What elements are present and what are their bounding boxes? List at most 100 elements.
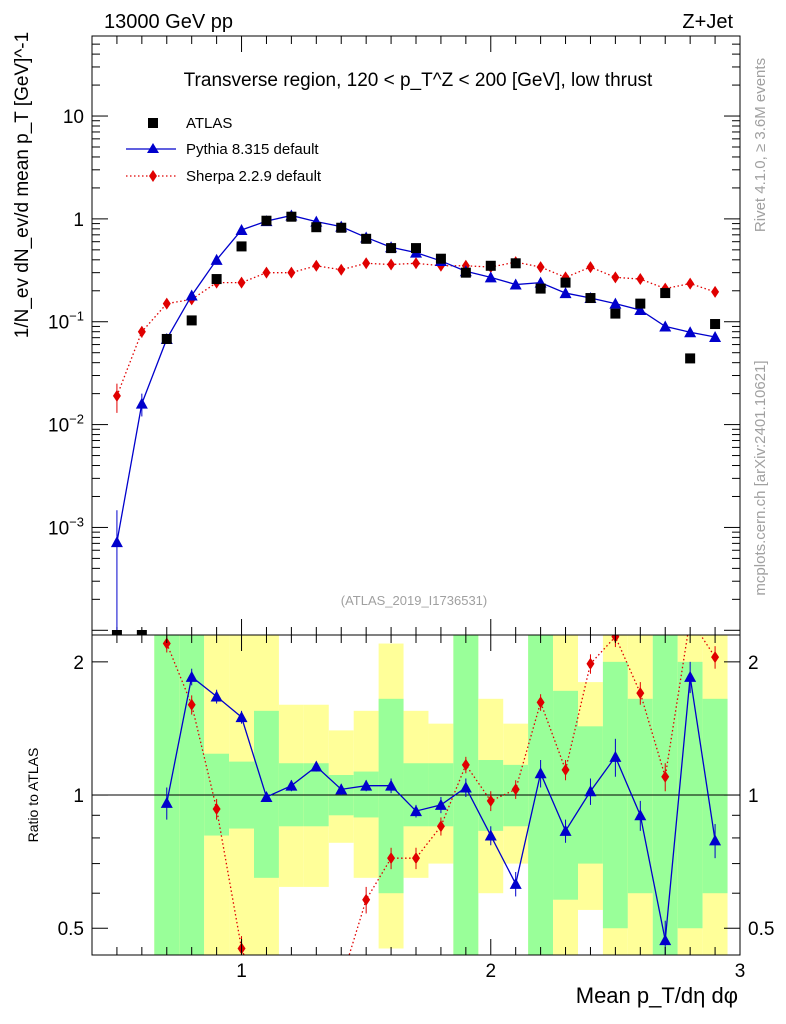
main-y-tick-label: 10 [63,107,84,128]
sherpa-ratio-point [362,893,371,906]
atlas-data-point [161,333,172,344]
ratio-x-tick-label: 2 [485,961,496,982]
sherpa-ratio-point [711,651,720,664]
main-axes: 10−3 10−2 10−1 1 10 [48,35,740,635]
atlas-data-point [435,253,446,264]
ratio-y-tick-label-right: 0.5 [748,919,774,940]
ratio-x-tick-label: 1 [236,961,247,982]
sherpa-ratio-point [337,975,345,987]
sherpa-main-point [137,325,146,338]
process-label: Z+Jet [682,11,733,33]
main-title: Transverse region, 120 < p_T^Z < 200 [Ge… [184,70,653,91]
ratio-y-tick-label: 0.5 [58,919,84,940]
atlas-data-point [610,308,621,319]
ratio-band-inner [528,635,554,955]
legend-pythia-label: Pythia 8.315 default [186,141,319,158]
sherpa-main-point [262,266,271,279]
atlas-data-point [460,267,471,278]
atlas-data-point [635,298,646,309]
atlas-data-point [386,243,397,254]
sherpa-main-point [112,389,121,402]
pythia-ratio-point [160,796,173,808]
ratio-y-tick-label-right: 2 [748,653,759,674]
atlas-data-point [111,630,122,635]
legend-sherpa-marker [149,170,157,182]
pythia-ratio-point [509,877,522,889]
pythia-main-point [709,331,722,343]
main-y-axis-label: 1/N_ev dN_ev/d mean p_T [GeV]^-1 [12,32,33,338]
ratio-band-inner [179,635,205,955]
pythia-main-point [185,289,198,301]
ratio-y-axis-label: Ratio to ATLAS [25,748,41,843]
pythia-ratio-point [260,790,273,802]
atlas-data-point [311,222,322,233]
legend-sherpa-label: Sherpa 2.2.9 default [186,168,322,185]
main-y-tick-label: 10−2 [48,412,84,437]
atlas-data-point [411,243,421,254]
pythia-ratio-point [335,783,348,795]
sherpa-ratio-point [636,687,645,700]
pythia-ratio-point [360,779,373,791]
pythia-ratio-point [434,798,447,810]
pythia-main-point [559,287,572,299]
sherpa-main-point [287,266,296,279]
atlas-data-point [261,215,272,226]
sherpa-main-point [312,259,321,272]
legend-atlas-label: ATLAS [186,115,232,132]
pythia-ratio-point [559,824,572,836]
pythia-ratio-point [410,805,422,817]
sherpa-ratio-point [661,770,670,783]
pythia-main-point [609,297,622,309]
sherpa-ratio-point [461,758,470,771]
atlas-data-point [186,315,197,326]
pythia-ratio-point [185,670,198,682]
sherpa-ratio-point [312,965,320,977]
pythia-main-point [110,536,123,548]
sherpa-ratio-point [187,698,196,711]
ratio-band-inner [702,698,728,894]
legend-pythia-marker [147,143,159,153]
atlas-data-point [685,353,696,364]
legend-entry-atlas: ATLAS [148,115,232,132]
sherpa-ratio-point [561,763,570,776]
ratio-y-tick-label-right: 1 [748,786,759,807]
legend-atlas-marker [148,118,158,128]
sherpa-ratio-point [162,637,171,650]
sherpa-main-point [337,263,346,276]
pythia-main-point [235,223,248,235]
sherpa-ratio-point [436,820,445,833]
pythia-ratio-point [459,781,472,793]
atlas-data-point [211,274,222,285]
sherpa-main-point [711,285,720,298]
ratio-band-inner [453,635,479,955]
pythia-ratio-point [310,760,323,772]
sherpa-main-point [611,271,620,284]
ratio-y-tick-label: 1 [73,786,84,807]
pythia-ratio-point [684,670,697,682]
atlas-data-point [485,260,496,271]
sherpa-ratio-point [262,1008,270,1020]
sherpa-main-point [362,257,371,270]
pythia-main-point [484,271,497,283]
analysis-reference-label: (ATLAS_2019_I1736531) [341,593,487,608]
pythia-ratio-point [385,779,398,791]
main-panel: 10−3 10−2 10−1 1 10 Transverse region, 120 <… [12,32,741,636]
sherpa-ratio-point [586,657,595,670]
pythia-ratio-point [609,750,622,762]
main-y-tick-label: 10−1 [48,309,84,334]
x-axis-label: Mean p_T/dη dφ [576,983,738,1008]
atlas-data-point [361,233,372,244]
sherpa-ratio-point [686,613,694,625]
pythia-ratio-point [235,711,248,723]
ratio-panel: 1 2 30.5 0.51 12 2 Ratio to ATLAS Mean p_T/dη… [25,613,774,1020]
pythia-ratio-point [584,785,597,797]
sherpa-ratio-point [536,696,545,709]
pythia-ratio-point [210,690,223,702]
atlas-data-point [510,258,521,269]
atlas-data-point [560,277,571,288]
pythia-main-point [509,278,522,290]
pythia-main-point [210,253,223,265]
sherpa-main-point [536,261,545,274]
main-plot-area [110,209,722,635]
